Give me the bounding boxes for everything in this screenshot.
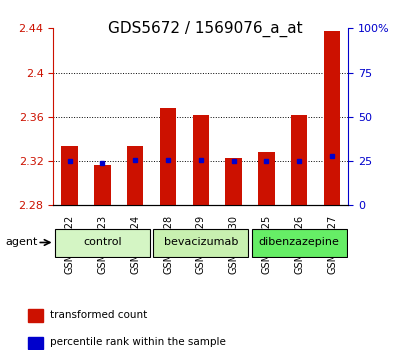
Text: bevacizumab: bevacizumab: [163, 238, 238, 247]
Bar: [28, 309, 43, 322]
Text: percentile rank within the sample: percentile rank within the sample: [50, 337, 225, 347]
Text: dibenzazepine: dibenzazepine: [258, 238, 339, 247]
FancyBboxPatch shape: [55, 229, 150, 257]
FancyBboxPatch shape: [153, 229, 248, 257]
Bar: [127, 145, 143, 205]
Text: transformed count: transformed count: [50, 310, 147, 320]
Bar: [61, 145, 78, 205]
Text: agent: agent: [6, 238, 38, 247]
Bar: [258, 152, 274, 205]
Bar: [290, 115, 307, 205]
Bar: [28, 337, 43, 349]
Bar: [323, 30, 339, 205]
Bar: [225, 158, 241, 205]
Bar: [192, 115, 209, 205]
Text: GDS5672 / 1569076_a_at: GDS5672 / 1569076_a_at: [108, 21, 301, 38]
FancyBboxPatch shape: [251, 229, 346, 257]
Bar: [94, 166, 110, 205]
Text: control: control: [83, 238, 121, 247]
Bar: [160, 108, 176, 205]
